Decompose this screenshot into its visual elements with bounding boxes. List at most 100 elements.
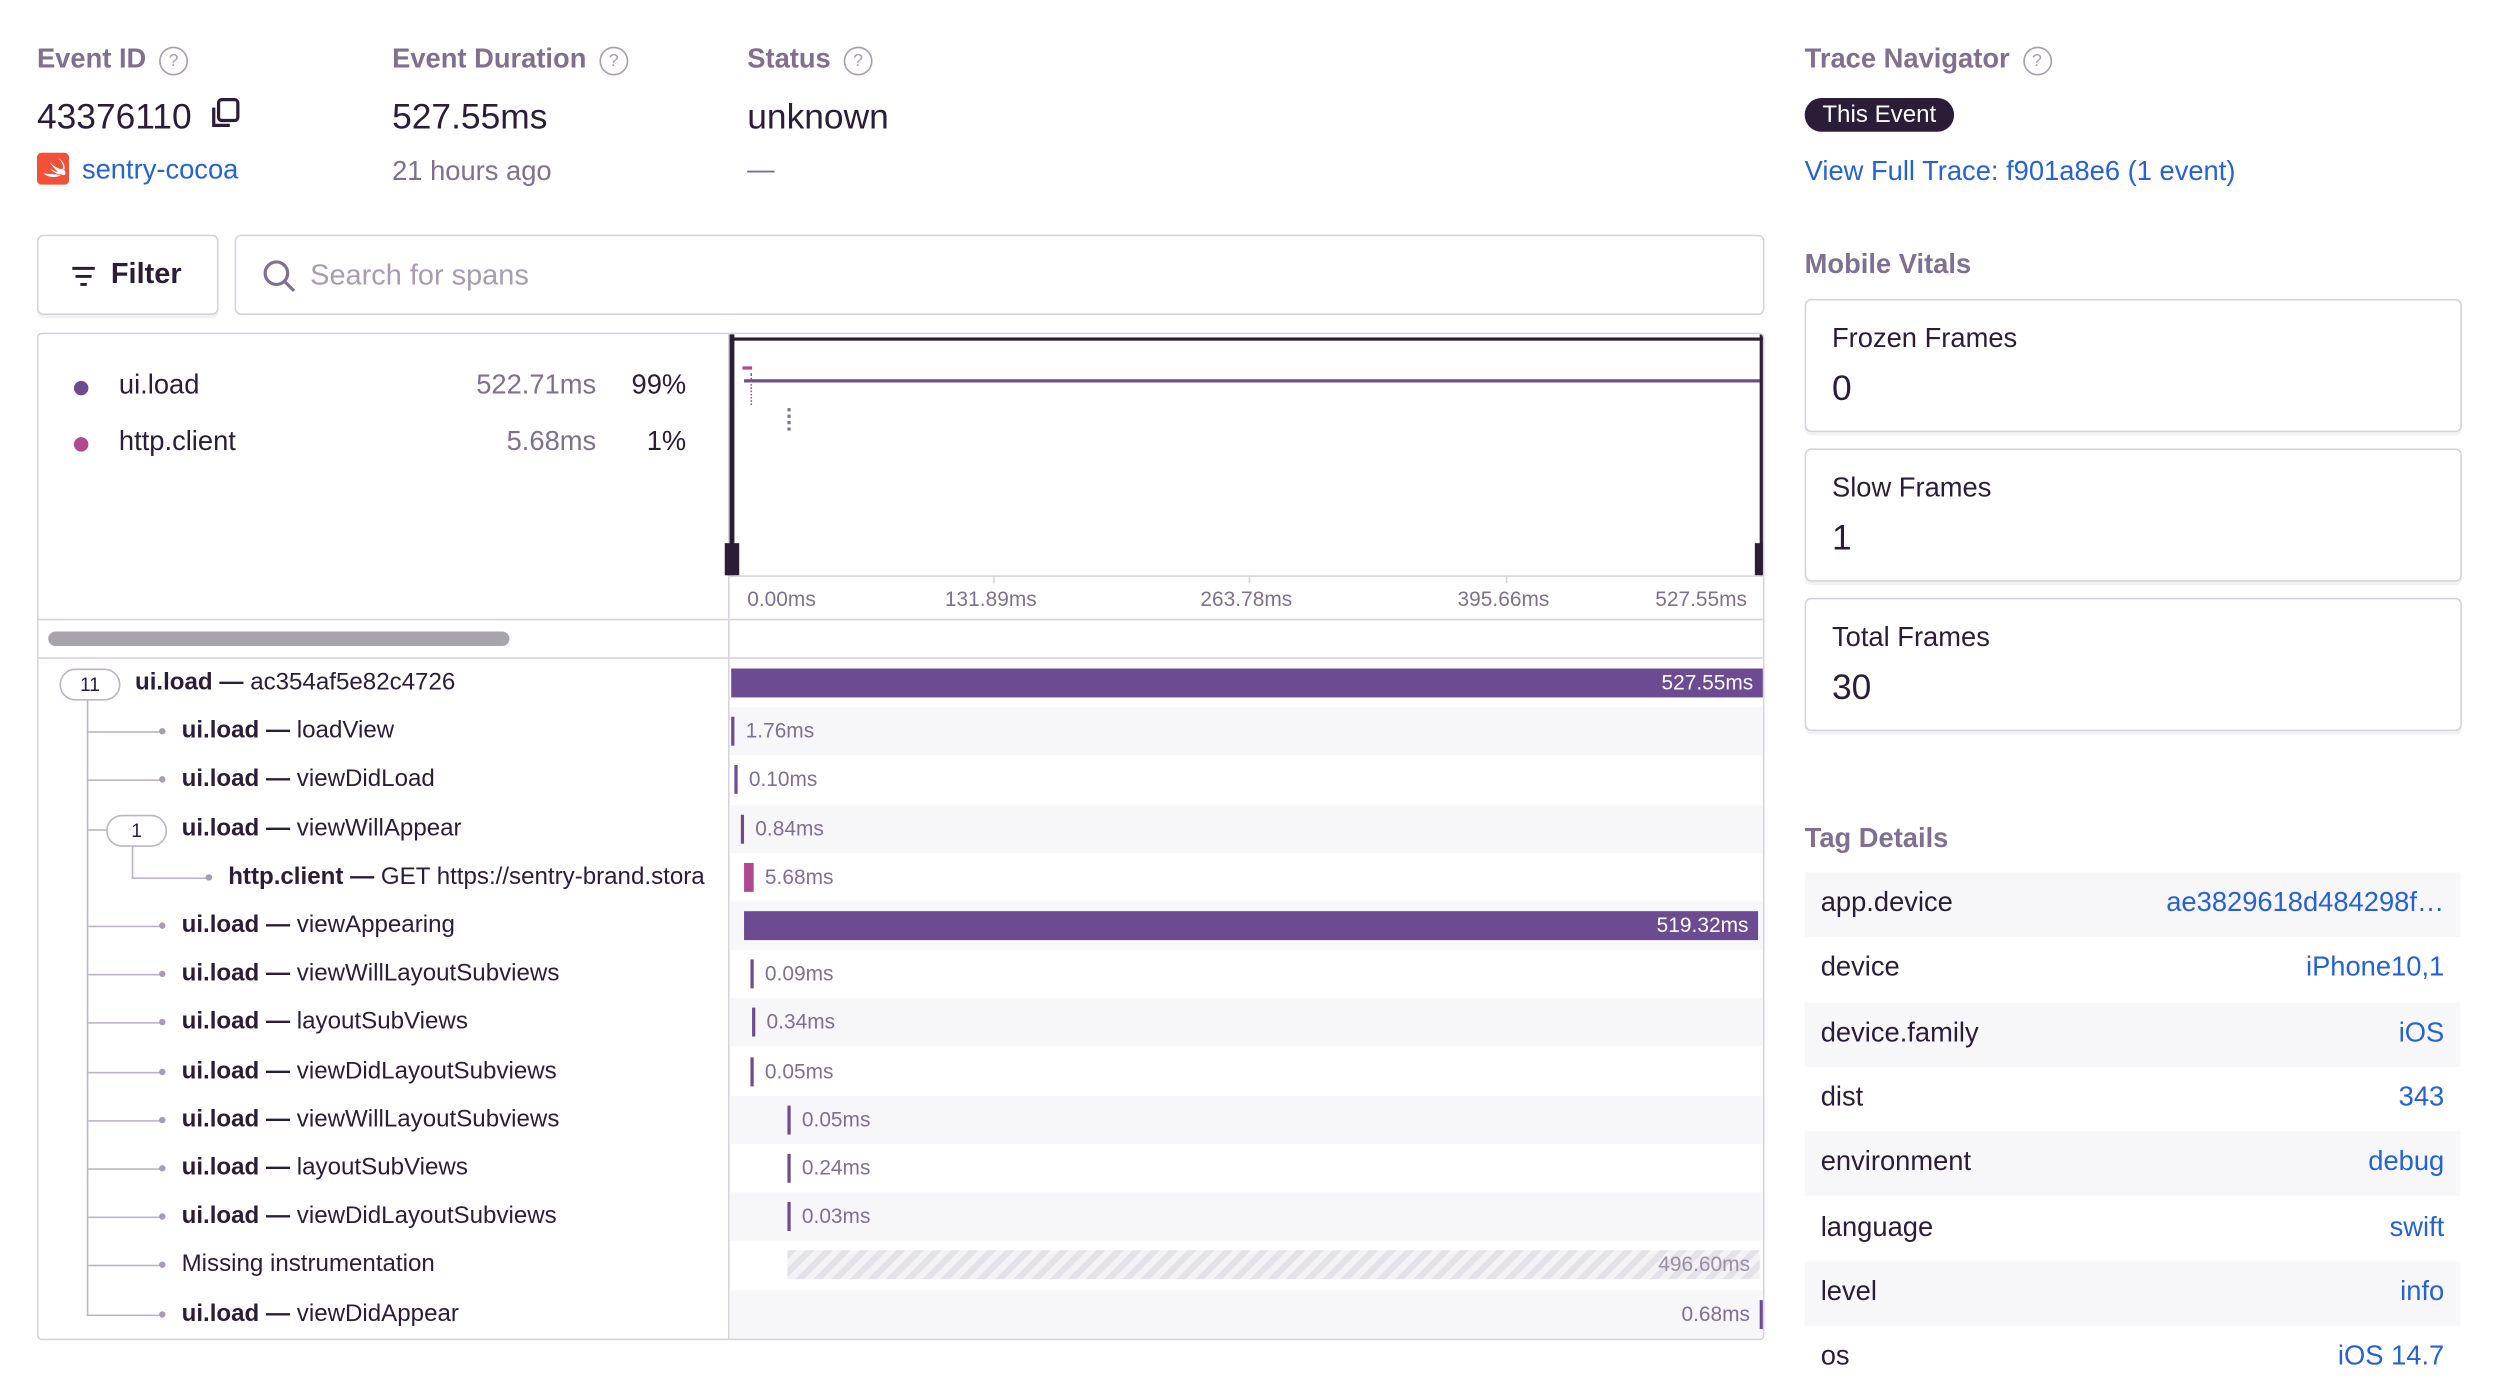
help-icon[interactable]: ? xyxy=(843,45,873,75)
span-duration: 519.32ms xyxy=(1656,912,1749,937)
tag-row: level info xyxy=(1804,1261,2461,1326)
span-bar xyxy=(744,911,1759,941)
tree-dot xyxy=(159,1310,166,1318)
handle-line xyxy=(729,334,735,576)
tree-branch xyxy=(86,1022,163,1025)
project-link[interactable]: sentry-cocoa xyxy=(81,154,239,185)
span-row[interactable]: 1 ui.load — viewWillAppear 0.84ms xyxy=(39,804,1763,853)
tree-dot xyxy=(159,1262,166,1269)
span-description: viewWillLayoutSubviews xyxy=(296,959,560,987)
minimap-span xyxy=(742,366,753,370)
divider xyxy=(38,618,1763,621)
span-title: ui.load — viewWillAppear xyxy=(182,814,462,841)
tree-dot xyxy=(159,776,166,784)
help-icon[interactable]: ? xyxy=(159,45,189,75)
span-row[interactable]: 11 ui.load — ac354af5e82c4726 527.55ms xyxy=(39,659,1763,707)
span-op: http.client xyxy=(228,862,344,890)
span-description: viewDidAppear xyxy=(296,1299,459,1327)
status-value: unknown xyxy=(747,96,889,137)
tree-branch xyxy=(131,877,209,879)
tag-value[interactable]: debug xyxy=(2368,1146,2445,1177)
tag-value[interactable]: iOS 14.7 xyxy=(2337,1340,2445,1371)
help-icon[interactable]: ? xyxy=(2022,45,2052,75)
row-bg xyxy=(729,804,1763,853)
span-row[interactable]: ui.load — viewDidLayoutSubviews 0.05ms xyxy=(39,1047,1763,1095)
copy-icon[interactable] xyxy=(208,96,243,131)
span-description: viewAppearing xyxy=(296,911,455,939)
vital-value: 30 xyxy=(1831,666,1872,708)
tick-label: 527.55ms xyxy=(1655,586,1747,611)
filter-button[interactable]: Filter xyxy=(36,234,219,315)
trace-label: Trace Navigator? xyxy=(1805,43,2052,75)
span-row[interactable]: ui.load — viewWillLayoutSubviews 0.09ms xyxy=(39,950,1763,998)
tag-value[interactable]: iOS xyxy=(2398,1016,2445,1048)
span-row[interactable]: ui.load — viewDidAppear 0.68ms xyxy=(39,1289,1763,1338)
span-bar xyxy=(1759,1299,1763,1329)
span-row[interactable]: ui.load — viewAppearing 519.32ms xyxy=(39,901,1763,950)
tag-row: app.device ae3829618d484298f… xyxy=(1804,872,2461,937)
tag-value[interactable]: ae3829618d484298f… xyxy=(2166,887,2445,918)
span-row[interactable]: ui.load — viewDidLayoutSubviews 0.03ms xyxy=(39,1192,1763,1241)
span-description: viewWillLayoutSubviews xyxy=(296,1105,560,1133)
tick-label: 395.66ms xyxy=(1457,586,1550,611)
tree-dot xyxy=(205,873,213,881)
span-description: layoutSubViews xyxy=(296,1008,468,1036)
tag-row: language swift xyxy=(1804,1196,2461,1261)
tag-row: dist 343 xyxy=(1804,1066,2461,1132)
handle-line xyxy=(1759,334,1763,576)
scrollbar[interactable] xyxy=(48,631,510,647)
tree-line xyxy=(86,697,89,1317)
tag-value[interactable]: iPhone10,1 xyxy=(2305,951,2445,983)
minimap-span xyxy=(750,372,753,405)
tag-row: os iOS 14.7 xyxy=(1804,1325,2461,1390)
tree-line xyxy=(131,845,134,880)
span-row[interactable]: http.client — GET https://sentry-brand.s… xyxy=(39,853,1763,901)
tick-label: 0.00ms xyxy=(747,586,816,611)
tag-value[interactable]: info xyxy=(2400,1275,2445,1307)
span-separator: — xyxy=(350,862,375,890)
full-trace-link[interactable]: View Full Trace: f901a8e6 (1 event) xyxy=(1804,155,2236,187)
op-dot xyxy=(73,437,89,452)
span-description: layoutSubViews xyxy=(296,1153,468,1182)
child-count[interactable]: 11 xyxy=(59,668,121,701)
tag-key: device xyxy=(1820,951,1900,983)
tick-line xyxy=(1248,575,1251,584)
handle[interactable] xyxy=(724,543,740,576)
span-bar xyxy=(787,1153,791,1183)
span-duration: 0.34ms xyxy=(766,1009,836,1034)
row-bg xyxy=(729,1289,1763,1338)
span-row[interactable]: ui.load — viewDidLoad 0.10ms xyxy=(39,756,1763,804)
tree-branch xyxy=(86,1071,163,1073)
event-id-label: Event ID? xyxy=(37,43,189,75)
span-row[interactable]: ui.load — viewWillLayoutSubviews 0.05ms xyxy=(39,1095,1763,1144)
help-icon[interactable]: ? xyxy=(599,45,629,75)
search-input[interactable]: Search for spans xyxy=(234,234,1765,315)
duration-value: 527.55ms xyxy=(392,96,548,137)
child-count[interactable]: 1 xyxy=(106,814,168,847)
span-description: viewDidLayoutSubviews xyxy=(296,1202,557,1230)
span-op: ui.load xyxy=(181,1202,260,1230)
tag-row: environment debug xyxy=(1804,1131,2461,1196)
span-separator: — xyxy=(265,717,291,745)
label-text: Event Duration xyxy=(392,43,587,74)
span-row[interactable]: Missing instrumentation 496.60ms xyxy=(39,1241,1763,1289)
tag-value[interactable]: swift xyxy=(2389,1210,2445,1242)
span-bar xyxy=(752,1008,756,1038)
span-row[interactable]: ui.load — loadView 1.76ms xyxy=(39,707,1763,756)
span-row[interactable]: ui.load — layoutSubViews 0.24ms xyxy=(39,1144,1763,1192)
tree-branch xyxy=(86,925,163,928)
span-duration: 0.05ms xyxy=(801,1106,871,1132)
tree-dot xyxy=(159,1068,166,1075)
vital-label: Slow Frames xyxy=(1831,472,1992,503)
span-op: ui.load xyxy=(181,1153,260,1182)
span-op: ui.load xyxy=(181,911,260,939)
handle[interactable] xyxy=(1754,543,1763,576)
span-bar xyxy=(750,1056,754,1086)
tag-row: device.family iOS xyxy=(1804,1002,2461,1067)
vital-label: Total Frames xyxy=(1831,621,1990,653)
span-separator: — xyxy=(265,1008,291,1036)
gap-bar xyxy=(787,1250,1760,1280)
span-description: Missing instrumentation xyxy=(181,1250,435,1279)
span-row[interactable]: ui.load — layoutSubViews 0.34ms xyxy=(39,998,1763,1047)
tag-value[interactable]: 343 xyxy=(2398,1081,2445,1112)
